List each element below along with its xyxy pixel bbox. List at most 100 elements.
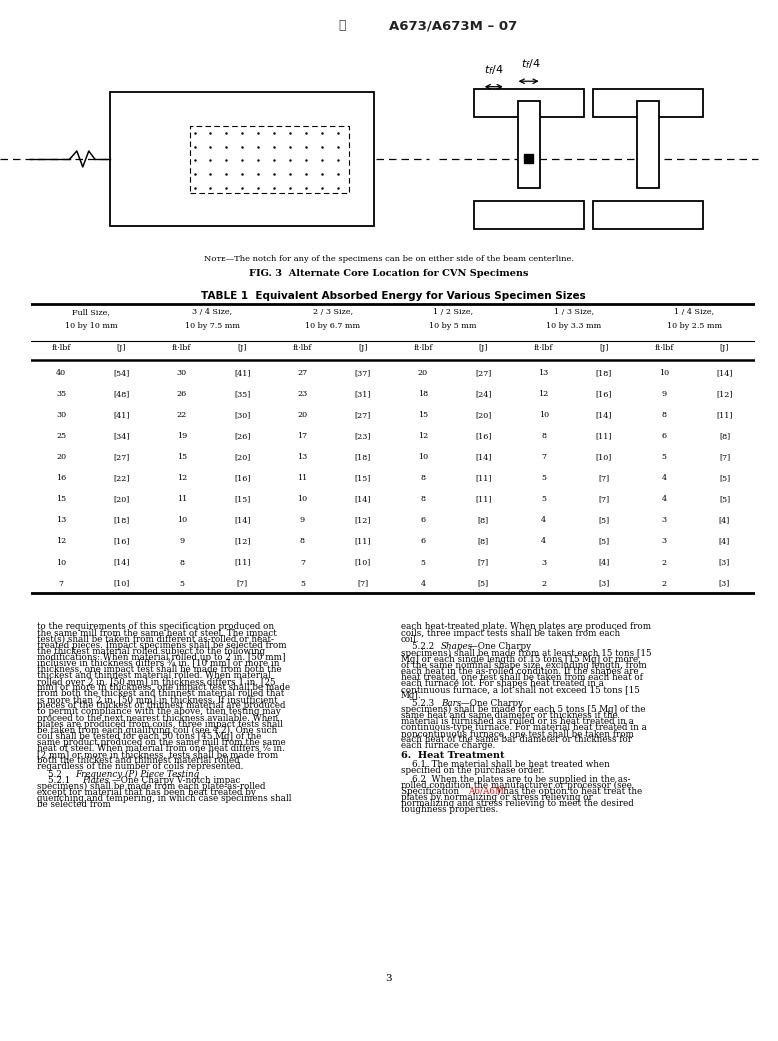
Text: pieces of the thickest or thinnest material are produced: pieces of the thickest or thinnest mater… [37, 702, 286, 710]
Text: 15: 15 [177, 453, 187, 461]
Text: —One Charpy: —One Charpy [469, 642, 534, 652]
Text: 2: 2 [661, 580, 667, 587]
Text: 8: 8 [180, 559, 184, 566]
Text: coil shall be tested for each 50 tons [45 Mg] of the: coil shall be tested for each 50 tons [4… [37, 732, 261, 741]
Text: [14]: [14] [355, 496, 371, 504]
Text: 8: 8 [421, 496, 426, 504]
Text: [14]: [14] [475, 453, 492, 461]
Text: Shapes: Shapes [441, 642, 473, 652]
Text: ft·lbf: ft·lbf [534, 344, 553, 352]
Text: proceed to the next nearest thickness available. When: proceed to the next nearest thickness av… [37, 713, 279, 722]
Text: —One Charpy: —One Charpy [461, 699, 525, 708]
Text: [J]: [J] [358, 344, 367, 352]
Text: Full Size,: Full Size, [72, 308, 110, 315]
Text: [8]: [8] [478, 537, 489, 545]
Text: 8: 8 [541, 432, 546, 440]
Text: 5: 5 [180, 580, 184, 587]
Text: ft·lbf: ft·lbf [293, 344, 312, 352]
Text: [4]: [4] [598, 559, 610, 566]
Text: treated pieces. Impact specimens shall be selected from: treated pieces. Impact specimens shall b… [37, 640, 287, 650]
Text: [15]: [15] [355, 475, 371, 482]
Text: [J]: [J] [478, 344, 488, 352]
Text: 15: 15 [418, 411, 428, 420]
Text: 12: 12 [538, 390, 548, 398]
Text: 5: 5 [541, 496, 546, 504]
Text: 30: 30 [56, 411, 66, 420]
Text: [5]: [5] [719, 496, 730, 504]
Text: of the same nominal shape size, excluding length, from: of the same nominal shape size, excludin… [401, 661, 647, 669]
Text: each furnace lot. For shapes heat treated in a: each furnace lot. For shapes heat treate… [401, 679, 604, 688]
Text: 11: 11 [297, 475, 307, 482]
Text: 10 by 2.5 mm: 10 by 2.5 mm [667, 322, 722, 330]
Text: be selected from: be selected from [37, 801, 111, 809]
Text: 7: 7 [541, 453, 546, 461]
Text: continuous-type furnace. For material heat treated in a: continuous-type furnace. For material he… [401, 723, 647, 732]
Text: Nᴏᴛᴇ—The notch for any of the specimens can be on either side of the beam center: Nᴏᴛᴇ—The notch for any of the specimens … [204, 255, 574, 263]
Text: [J]: [J] [117, 344, 126, 352]
Text: [11]: [11] [355, 537, 371, 545]
Text: modifications: When material rolled up to 2 in. [50 mm]: modifications: When material rolled up t… [37, 653, 286, 662]
Text: [37]: [37] [355, 370, 371, 377]
Text: ft·lbf: ft·lbf [172, 344, 191, 352]
Text: 5.2.3: 5.2.3 [401, 699, 436, 708]
Text: coils, three impact tests shall be taken from each: coils, three impact tests shall be taken… [401, 629, 620, 637]
Text: [11]: [11] [596, 432, 612, 440]
Text: each furnace charge.: each furnace charge. [401, 741, 495, 751]
Text: [11]: [11] [717, 411, 733, 420]
Text: [16]: [16] [475, 432, 492, 440]
Text: rolled condition the manufacturer or processor (see: rolled condition the manufacturer or pro… [401, 781, 632, 790]
Text: 10 by 6.7 mm: 10 by 6.7 mm [305, 322, 360, 330]
Text: 5.2: 5.2 [37, 770, 65, 779]
Text: [27]: [27] [114, 453, 130, 461]
Text: 4: 4 [661, 496, 667, 504]
Text: ) has the option to heat treat the: ) has the option to heat treat the [497, 787, 643, 796]
Text: [41]: [41] [234, 370, 251, 377]
Text: 12: 12 [177, 475, 187, 482]
Text: [41]: [41] [114, 411, 130, 420]
Text: 13: 13 [538, 370, 548, 377]
Text: 3: 3 [661, 537, 667, 545]
Text: 6.2  When the plates are to be supplied in the as-: 6.2 When the plates are to be supplied i… [401, 775, 630, 784]
Text: 10: 10 [297, 496, 307, 504]
Text: 40: 40 [56, 370, 66, 377]
Text: [26]: [26] [234, 432, 251, 440]
Text: toughness properties.: toughness properties. [401, 805, 498, 814]
Text: [12]: [12] [234, 537, 251, 545]
Text: mm] or more in thickness, one impact test shall be made: mm] or more in thickness, one impact tes… [37, 683, 290, 692]
Text: [3]: [3] [598, 580, 610, 587]
Text: [20]: [20] [114, 496, 130, 504]
Text: [5]: [5] [598, 537, 609, 545]
Text: thickest and thinnest material rolled. When material: thickest and thinnest material rolled. W… [37, 671, 272, 680]
Text: inclusive in thickness differs ¾ in. [10 mm] or more in: inclusive in thickness differs ¾ in. [10… [37, 659, 280, 668]
Text: 6.  Heat Treatment: 6. Heat Treatment [401, 751, 504, 760]
Bar [517, 101, 540, 187]
Text: specimens) shall be made from at least each 15 tons [15: specimens) shall be made from at least e… [401, 649, 651, 658]
Text: [7]: [7] [598, 475, 609, 482]
Text: [J]: [J] [237, 344, 247, 352]
Text: 3 / 4 Size,: 3 / 4 Size, [192, 308, 232, 315]
Text: 8: 8 [300, 537, 305, 545]
Text: Frequency (P) Piece Testing: Frequency (P) Piece Testing [75, 770, 199, 779]
Text: 22: 22 [177, 411, 187, 420]
Text: Ⓐ: Ⓐ [338, 20, 346, 32]
Text: [10]: [10] [355, 559, 371, 566]
Text: 4: 4 [420, 580, 426, 587]
Text: 10 by 3.3 mm: 10 by 3.3 mm [546, 322, 601, 330]
Text: 12: 12 [418, 432, 428, 440]
Text: 5: 5 [421, 559, 426, 566]
Text: [11]: [11] [234, 559, 251, 566]
Text: 27: 27 [297, 370, 307, 377]
Text: [3]: [3] [719, 580, 731, 587]
Text: 1 / 2 Size,: 1 / 2 Size, [433, 308, 473, 315]
Text: TABLE 1  Equivalent Absorbed Energy for Various Specimen Sizes: TABLE 1 Equivalent Absorbed Energy for V… [201, 291, 585, 301]
Text: regardless of the number of coils represented.: regardless of the number of coils repres… [37, 762, 244, 771]
Text: 13: 13 [297, 453, 307, 461]
Text: [5]: [5] [478, 580, 489, 587]
Text: noncontinuous furnace, one test shall be taken from: noncontinuous furnace, one test shall be… [401, 730, 633, 738]
Text: from both the thickest and thinnest material rolled that: from both the thickest and thinnest mate… [37, 689, 285, 699]
Text: $t_f/4$: $t_f/4$ [520, 57, 541, 71]
Text: [5]: [5] [719, 475, 730, 482]
Text: 1 / 4 Size,: 1 / 4 Size, [675, 308, 714, 315]
Text: ft·lbf: ft·lbf [654, 344, 674, 352]
Text: [4]: [4] [719, 537, 731, 545]
